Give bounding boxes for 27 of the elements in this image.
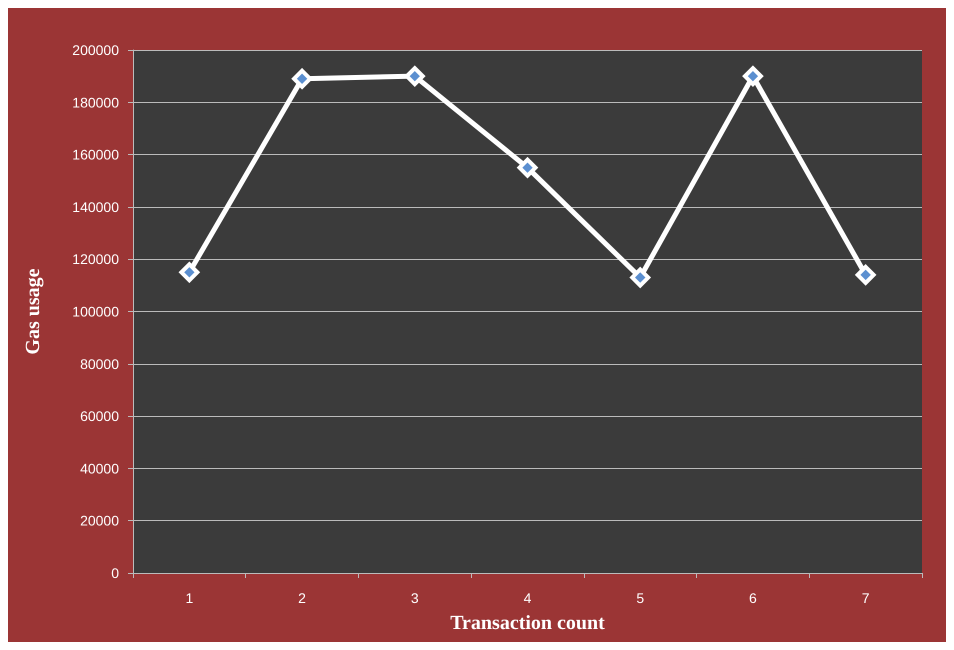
y-tick-label: 180000: [72, 94, 120, 110]
y-tick-label: 60000: [80, 408, 120, 424]
y-tick-label: 80000: [80, 356, 120, 372]
x-tick-label: 7: [862, 590, 870, 606]
x-tick-label: 4: [524, 590, 532, 606]
point: [742, 66, 763, 86]
x-axis-title: Transaction count: [450, 612, 606, 634]
y-tick-label: 120000: [72, 251, 120, 268]
point: [292, 68, 312, 89]
point: [518, 158, 538, 178]
point: [856, 264, 876, 285]
x-tick-label: 3: [410, 590, 419, 606]
point: [630, 268, 650, 288]
x-tick-label: 5: [636, 590, 644, 606]
y-tick-label: 100000: [72, 304, 120, 320]
x-tick-label: 6: [749, 590, 758, 606]
y-tick-label: 0: [111, 565, 120, 581]
y-tick-label: 20000: [80, 512, 120, 529]
x-tick-label: 1: [185, 590, 194, 606]
point: [404, 66, 425, 86]
point: [179, 262, 200, 282]
y-axis-title: Gas usage: [22, 268, 44, 355]
x-tick-label: 2: [298, 590, 306, 606]
y-tick-label: 40000: [80, 460, 120, 476]
y-tick-label: 140000: [72, 198, 120, 215]
y-tick-label: 200000: [72, 42, 120, 58]
y-tick-label: 160000: [72, 146, 120, 163]
